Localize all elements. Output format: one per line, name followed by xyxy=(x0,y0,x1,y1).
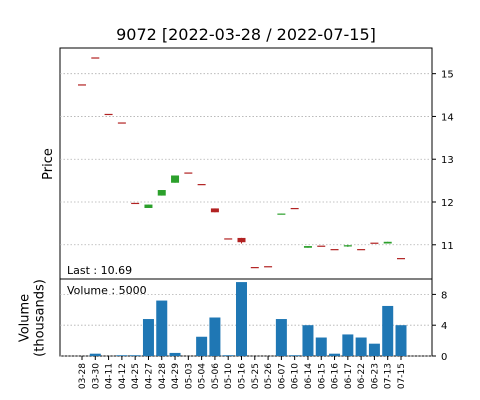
x-tick-label: 04-25 xyxy=(131,363,141,389)
candle-body xyxy=(264,266,273,268)
x-tick-label: 05-10 xyxy=(224,363,234,389)
x-tick-label: 05-16 xyxy=(238,363,248,389)
candle-body xyxy=(104,113,113,116)
volume-bar xyxy=(329,353,341,356)
x-tick-label: 06-22 xyxy=(357,363,367,389)
candle-body xyxy=(117,122,126,124)
volume-bar xyxy=(368,343,380,356)
candle-body xyxy=(131,202,140,205)
volume-bar xyxy=(275,319,287,356)
x-tick-label: 03-30 xyxy=(91,363,101,389)
x-tick-label: 05-26 xyxy=(264,363,274,389)
candle-body xyxy=(157,190,166,196)
x-tick-label: 05-04 xyxy=(198,363,208,389)
x-tick-label: 04-29 xyxy=(171,363,181,389)
volume-bar xyxy=(315,337,327,356)
volume-bar xyxy=(289,355,301,356)
candle-body xyxy=(224,238,233,240)
candle-body xyxy=(277,213,286,215)
price-axis-label: Price xyxy=(41,148,56,180)
price-tick-label: 12 xyxy=(441,198,454,209)
price-tick-label: 14 xyxy=(441,112,454,123)
candle-body xyxy=(370,242,379,244)
candle-body xyxy=(237,237,246,243)
x-tick-label: 04-11 xyxy=(105,363,115,389)
x-tick-label: 06-23 xyxy=(370,363,380,389)
volume-bar xyxy=(156,300,168,356)
x-tick-label: 06-10 xyxy=(291,363,301,389)
volume-bar xyxy=(142,319,154,356)
volume-bar xyxy=(89,353,101,356)
x-tick-label: 04-27 xyxy=(144,363,154,389)
x-tick-label: 05-03 xyxy=(184,363,194,389)
price-panel-frame xyxy=(59,47,433,280)
chart-title: 9072 [2022-03-28 / 2022-07-15] xyxy=(116,25,376,44)
volume-bar xyxy=(209,317,221,356)
x-tick-label: 05-25 xyxy=(251,363,261,389)
price-tick-label: 13 xyxy=(441,155,454,166)
candle-body xyxy=(290,207,299,210)
x-tick-label: 06-15 xyxy=(317,363,327,389)
candle-body xyxy=(91,57,100,59)
candle-body xyxy=(144,204,153,208)
candle-body xyxy=(184,172,193,174)
volume-bars xyxy=(89,282,407,356)
volume-axis-label: Volume(thousands) xyxy=(18,279,48,357)
x-tick-label: 06-16 xyxy=(331,363,341,389)
volume-bar xyxy=(236,282,247,356)
x-tick-label: 05-06 xyxy=(211,363,221,389)
candle-body xyxy=(330,249,339,251)
volume-bar xyxy=(116,355,128,356)
candle-body xyxy=(357,249,366,251)
volume-y-ticks: 0 4 8 xyxy=(432,290,447,363)
x-axis-ticks: 03-28 03-30 04-11 04-12 04-25 04-27 04-28 04-29… xyxy=(78,356,407,389)
candle-body xyxy=(317,245,326,247)
x-tick-label: 06-14 xyxy=(304,363,314,389)
price-tick-label: 15 xyxy=(441,70,454,81)
volume-bar xyxy=(355,337,367,356)
candle-body xyxy=(250,267,259,269)
volume-tick-label: 0 xyxy=(441,352,447,363)
candle-body xyxy=(303,246,312,248)
volume-bar xyxy=(169,352,181,356)
x-tick-label: 04-28 xyxy=(158,363,168,389)
volume-bar xyxy=(222,355,234,356)
x-tick-label: 07-13 xyxy=(384,363,394,389)
candle-body xyxy=(397,258,405,260)
x-tick-label: 04-12 xyxy=(118,363,128,389)
volume-bar xyxy=(196,336,208,356)
volume-annotation: Volume : 5000 xyxy=(67,284,147,297)
volume-bar xyxy=(302,325,314,356)
candle-body xyxy=(343,245,352,247)
candle-body xyxy=(78,84,86,86)
price-y-ticks: 11 12 13 14 15 xyxy=(432,70,454,252)
volume-tick-label: 4 xyxy=(441,321,447,332)
price-tick-label: 11 xyxy=(441,241,454,252)
volume-bar xyxy=(342,334,354,356)
candle-body xyxy=(383,241,392,244)
volume-bar xyxy=(129,355,141,356)
volume-tick-label: 8 xyxy=(441,290,447,301)
volume-bar xyxy=(395,325,407,356)
price-candles xyxy=(78,57,405,269)
candle-body xyxy=(210,208,219,213)
last-price-annotation: Last : 10.69 xyxy=(67,264,132,277)
x-tick-label: 06-07 xyxy=(277,363,287,389)
volume-bar xyxy=(382,305,394,356)
candle-body xyxy=(197,184,206,186)
candle-body xyxy=(171,175,180,183)
x-tick-label: 03-28 xyxy=(78,363,88,389)
x-tick-label: 07-15 xyxy=(397,363,407,389)
price-grid xyxy=(60,73,432,246)
x-tick-label: 06-17 xyxy=(344,363,354,389)
